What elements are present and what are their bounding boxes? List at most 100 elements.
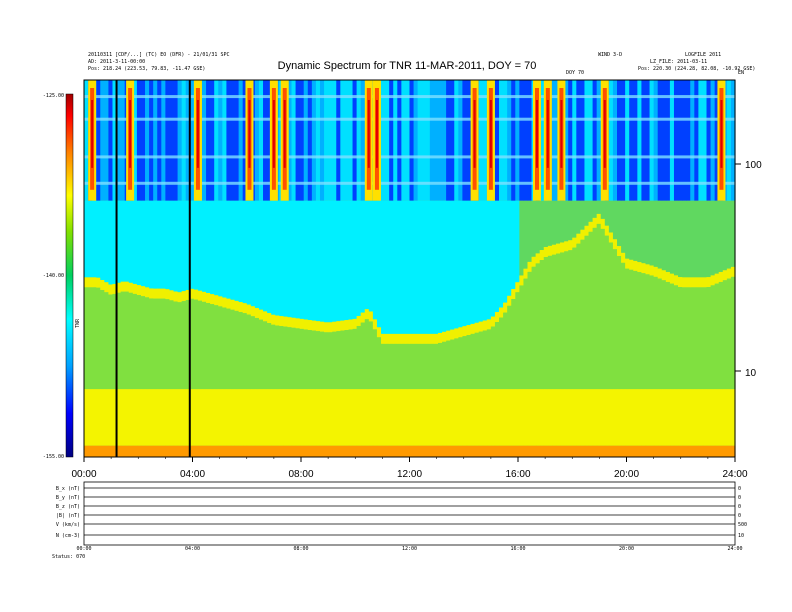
spectrogram-cell	[637, 80, 643, 201]
spectrogram-cell	[112, 283, 118, 294]
spectrogram-cell	[673, 285, 679, 390]
spectrogram-cell	[120, 200, 126, 282]
spectrogram-cell	[307, 80, 313, 201]
spectrogram-cell	[621, 445, 626, 457]
spectrogram-cell	[470, 445, 476, 457]
spectrogram-cell	[124, 200, 130, 282]
spectrogram-cell	[368, 321, 374, 390]
spectrogram-cell	[279, 200, 284, 317]
spectrogram-cell	[682, 287, 687, 390]
spectrogram-cell	[604, 235, 610, 390]
panel-time-label: 16:00	[510, 546, 525, 552]
spectrogram-cell	[450, 389, 455, 446]
spectrogram-cell	[165, 289, 171, 300]
spectrogram-cell	[279, 316, 284, 327]
freq-tick-label-100: 100	[745, 160, 762, 171]
spectrogram-cell	[100, 80, 105, 201]
spectrogram-cell	[295, 200, 301, 319]
spectrogram-cell	[356, 200, 362, 316]
spectrogram-cell	[657, 278, 663, 390]
spectrogram-cell	[287, 327, 293, 390]
spectrogram-cell	[551, 200, 557, 245]
spectrogram-cell	[161, 298, 166, 390]
spectrogram-cell	[177, 292, 183, 303]
spectrogram-cell	[588, 221, 594, 232]
spectrogram-cell	[372, 389, 378, 446]
spectrogram-cell	[352, 318, 358, 329]
spectrogram-cell	[686, 80, 691, 201]
spectrogram-cell	[169, 389, 175, 446]
spectrogram-cell	[405, 343, 411, 390]
spectrogram-cell	[454, 80, 459, 201]
spectrogram-cell	[539, 445, 545, 457]
spectrogram-cell	[722, 280, 728, 390]
spectrogram-cell	[397, 80, 402, 201]
spectrogram-cell	[258, 200, 264, 310]
spectrogram-cell	[523, 389, 529, 446]
spectrogram-cell	[425, 389, 431, 446]
spectrogram-cell	[193, 389, 199, 446]
spectrogram-cell	[124, 291, 130, 390]
spectrogram-cell	[657, 445, 663, 457]
spectrogram-cell	[376, 200, 382, 328]
spectrogram-cell	[149, 298, 154, 390]
spectrogram-cell	[714, 200, 720, 274]
spectrogram-cell	[405, 445, 411, 457]
spectrogram-cell	[421, 343, 427, 390]
spectrogram-cell	[633, 260, 638, 271]
spectrogram-cell	[462, 336, 468, 390]
spectrogram-cell	[710, 275, 716, 286]
spectrogram-cell	[503, 200, 508, 303]
spectrogram-cell	[136, 295, 142, 390]
spectrogram-cell	[617, 256, 622, 390]
spectrogram-cell	[678, 389, 683, 446]
header-right-line-2: LOGFILE 2011	[685, 52, 721, 58]
panel-time-label: 00:00	[76, 546, 91, 552]
burst-peak	[720, 100, 723, 168]
spectrogram-cell	[511, 445, 516, 457]
spectrogram-cell	[108, 294, 114, 390]
spectrogram-cell	[112, 445, 118, 457]
spectrogram-cell	[250, 306, 256, 317]
spectrogram-cell	[189, 200, 195, 289]
spectrogram-cell	[84, 80, 89, 201]
spectrogram-cell	[360, 200, 366, 313]
spectrogram-cell	[494, 80, 500, 201]
spectrogram-cell	[722, 389, 728, 446]
spectrogram-cell	[454, 338, 459, 390]
spectrogram-cell	[136, 80, 142, 201]
spectrogram-cell	[315, 80, 321, 201]
spectrogram-cell	[132, 283, 138, 294]
spectrogram-cell	[730, 445, 736, 457]
panel-right-label: 0	[738, 495, 741, 501]
spectrogram-cell	[275, 200, 280, 316]
spectrogram-cell	[596, 445, 602, 457]
spectrogram-cell	[324, 389, 329, 446]
spectrogram-cell	[726, 445, 732, 457]
spectrogram-cell	[88, 389, 93, 446]
spectrogram-cell	[539, 250, 545, 261]
spectrogram-cell	[413, 333, 419, 344]
spectrogram-cell	[242, 313, 248, 390]
spectrogram-cell	[641, 273, 647, 390]
spectrogram-cell	[145, 80, 150, 201]
spectrogram-cell	[181, 301, 187, 390]
spectrogram-cell	[267, 200, 272, 314]
spectrogram-cell	[405, 333, 411, 344]
spectrogram-cell	[564, 445, 569, 457]
spectrogram-cell	[234, 310, 240, 390]
burst-peak	[367, 100, 370, 168]
spectrogram-cell	[108, 284, 114, 295]
spectrogram-cell	[283, 445, 289, 457]
spectrogram-cell	[446, 330, 451, 341]
panel-right-label: 10	[738, 533, 744, 539]
spectrogram-cell	[368, 445, 374, 457]
spectrogram-cell	[507, 305, 512, 390]
spectrogram-cell	[206, 80, 211, 201]
spectrogram-cell	[177, 445, 183, 457]
spectrogram-cell	[263, 321, 268, 390]
spectrogram-cell	[560, 242, 565, 253]
spectrogram-cell	[490, 326, 496, 390]
colorbar-tick-mid: -140.00	[43, 273, 64, 279]
spectrogram-cell	[462, 445, 468, 457]
